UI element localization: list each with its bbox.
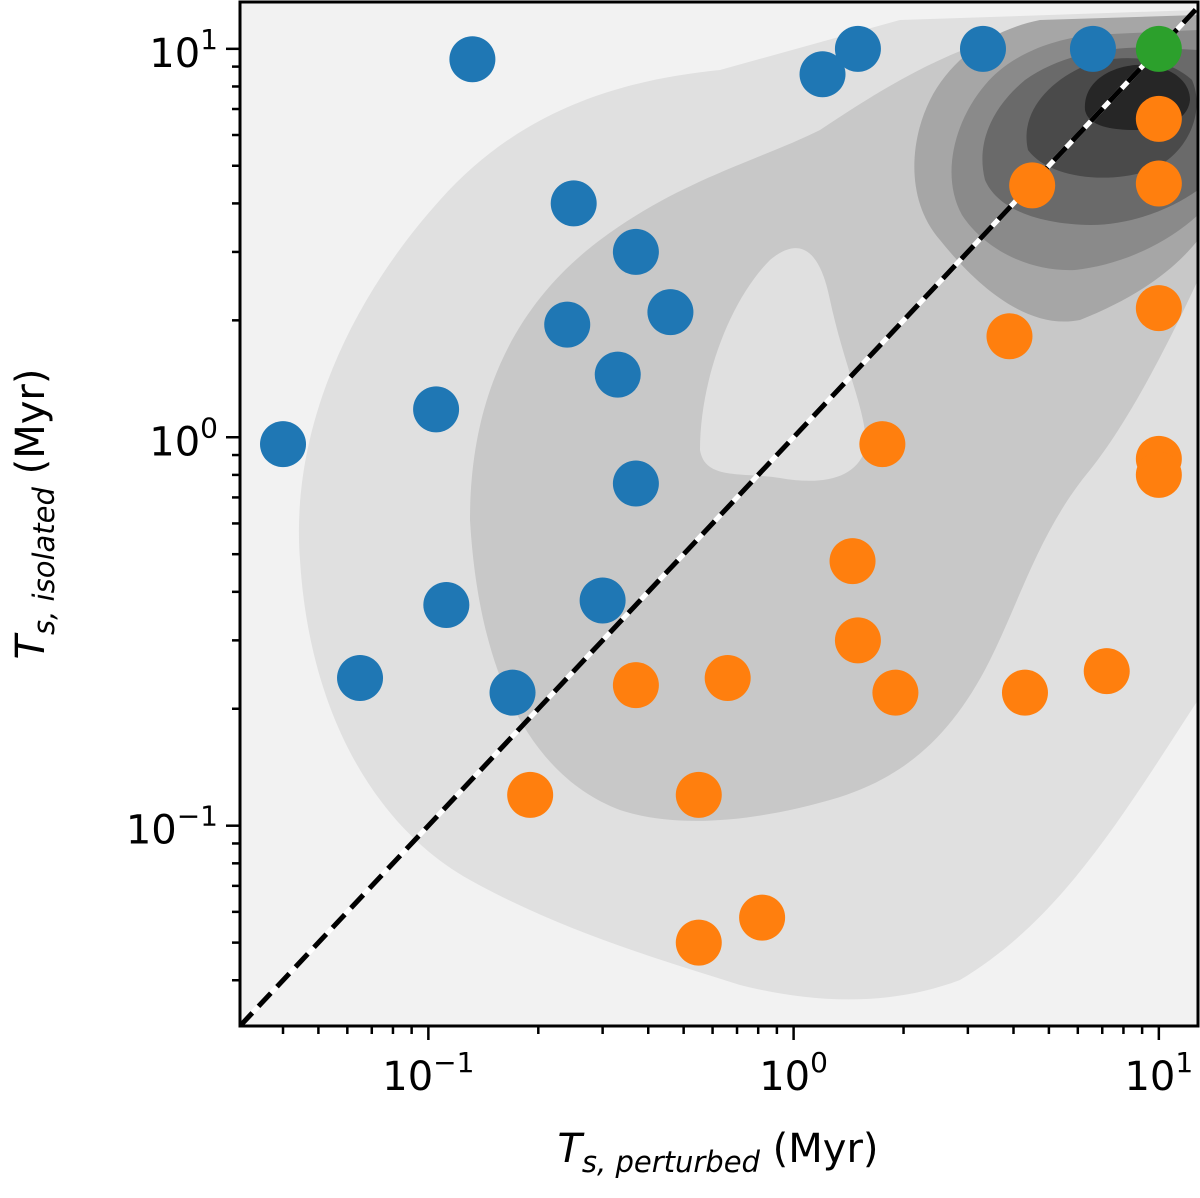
y-axis-label-symbol: T xyxy=(8,631,54,659)
data-point-series1-12 xyxy=(612,460,659,507)
y-axis-ticks: 10−1 100 101 xyxy=(126,23,240,982)
axes-frame xyxy=(238,0,1200,1028)
data-point-series1-15 xyxy=(834,25,881,72)
data-point-series2-19 xyxy=(1135,451,1182,498)
x-tick-label: 100 xyxy=(759,1046,828,1100)
y-tick-label: 100 xyxy=(149,411,218,465)
data-points xyxy=(260,25,1182,966)
data-point-series2-11 xyxy=(986,313,1033,360)
data-point-series1-17 xyxy=(1069,25,1116,72)
data-point-series2-14 xyxy=(1083,648,1130,695)
y-tick-label: 101 xyxy=(149,23,218,77)
data-point-series2-5 xyxy=(704,655,751,702)
data-point-series1-11 xyxy=(612,228,659,275)
data-point-series1-16 xyxy=(959,25,1006,72)
x-axis-ticks: 10−1 100 101 xyxy=(281,1026,1193,1100)
data-point-series1-1 xyxy=(260,421,307,468)
y-axis-label-subscript: s, isolated xyxy=(27,487,61,635)
data-point-series2-1 xyxy=(507,771,554,818)
y-axis-label-unit: (Myr) xyxy=(8,369,54,488)
data-point-series2-13 xyxy=(1009,162,1056,209)
data-point-series2-2 xyxy=(612,662,659,709)
data-point-series1-5 xyxy=(449,36,496,83)
data-point-series2-6 xyxy=(739,894,786,941)
data-point-series2-9 xyxy=(859,421,906,468)
data-point-series3-1 xyxy=(1135,25,1182,72)
x-axis-label: Ts, perturbed (Myr) xyxy=(557,1126,878,1179)
x-tick-label: 10−1 xyxy=(382,1046,474,1100)
y-tick-label: 10−1 xyxy=(126,800,218,854)
data-point-series2-16 xyxy=(1135,160,1182,207)
x-axis-label-symbol: T xyxy=(557,1126,585,1172)
data-point-series2-15 xyxy=(1135,95,1182,142)
data-point-series2-3 xyxy=(675,771,722,818)
x-tick-label: 101 xyxy=(1124,1046,1193,1100)
data-point-series1-9 xyxy=(579,577,626,624)
data-point-series2-4 xyxy=(675,919,722,966)
data-point-series2-12 xyxy=(1001,669,1048,716)
plot-area xyxy=(240,2,1198,1026)
data-point-series1-2 xyxy=(337,655,384,702)
data-point-series1-6 xyxy=(489,669,536,716)
x-axis-label-unit: (Myr) xyxy=(760,1126,879,1172)
data-point-series1-7 xyxy=(544,301,591,348)
data-point-series1-14 xyxy=(799,51,846,98)
x-axis-label-subscript: s, perturbed xyxy=(582,1145,761,1179)
data-point-series2-8 xyxy=(834,617,881,664)
data-point-series1-8 xyxy=(550,180,597,227)
data-point-series1-13 xyxy=(647,289,694,336)
data-point-series2-17 xyxy=(1135,285,1182,332)
data-point-series1-4 xyxy=(423,581,470,628)
data-point-series1-10 xyxy=(594,351,641,398)
data-point-series1-3 xyxy=(413,386,460,433)
data-point-series2-10 xyxy=(872,669,919,716)
data-point-series2-7 xyxy=(829,538,876,585)
density-hole xyxy=(700,248,866,481)
y-axis-label: Ts, isolated (Myr) xyxy=(8,369,61,660)
